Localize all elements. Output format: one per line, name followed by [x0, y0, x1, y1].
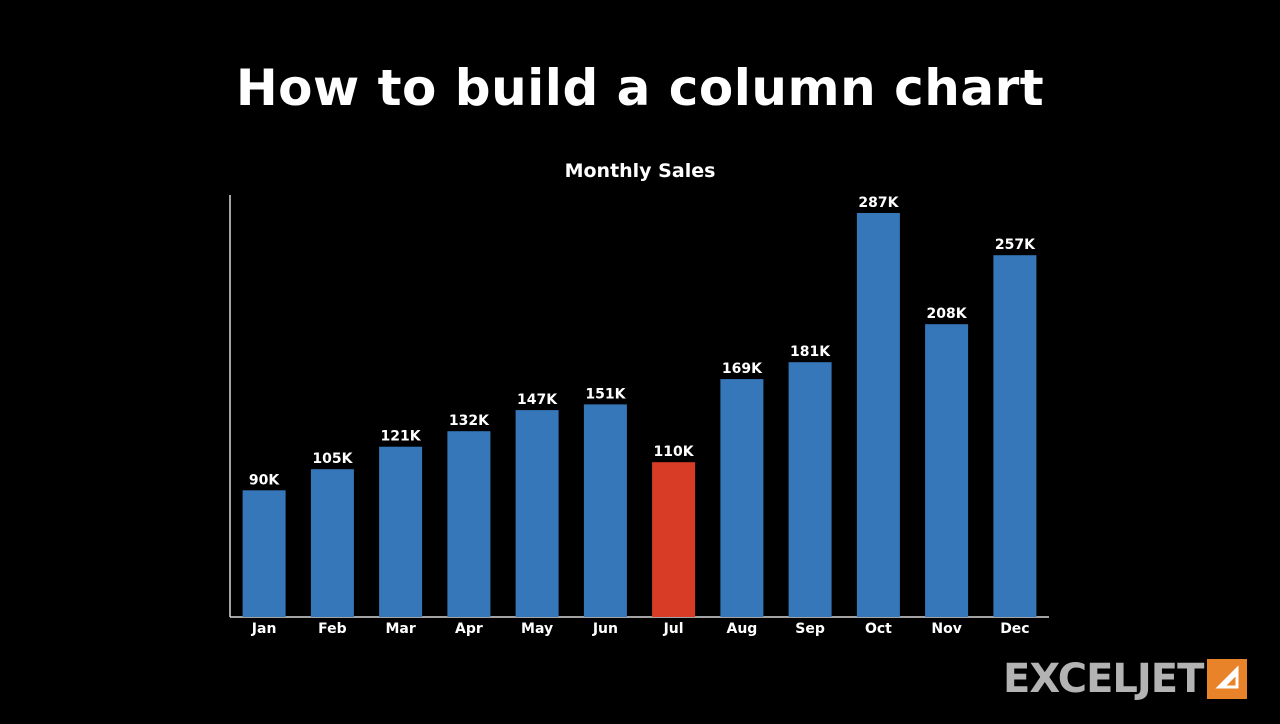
data-label-nov: 208K [927, 306, 968, 322]
data-label-jun: 151K [585, 386, 626, 402]
x-tick-label-aug: Aug [726, 621, 757, 637]
x-tick-label-apr: Apr [455, 621, 483, 637]
chart-title: Monthly Sales [565, 160, 716, 182]
bar-mar [379, 446, 423, 617]
bar-aug [720, 379, 764, 617]
x-tick-label-jun: Jun [592, 621, 618, 637]
data-labels-group: 90K 105K 121K 132K 147K 151K 110K 169K 181K 287K 2… [249, 195, 1036, 488]
data-label-mar: 121K [381, 429, 422, 445]
data-label-may: 147K [517, 392, 558, 408]
data-label-dec: 257K [995, 237, 1036, 253]
bar-dec [993, 255, 1037, 617]
x-tick-label-dec: Dec [1000, 621, 1029, 637]
x-tick-label-jul: Jul [663, 621, 684, 637]
x-tick-label-oct: Oct [865, 621, 892, 637]
data-label-sep: 181K [790, 344, 831, 360]
bars-group [242, 213, 1037, 617]
x-tick-label-feb: Feb [318, 621, 347, 637]
data-label-apr: 132K [449, 413, 490, 429]
x-tick-label-jan: Jan [251, 621, 277, 637]
bar-oct [856, 213, 900, 617]
bar-jan [242, 490, 286, 617]
data-label-feb: 105K [312, 451, 353, 467]
page-title: How to build a column chart [235, 59, 1045, 117]
bar-jun [583, 404, 627, 617]
exceljet-arrow-icon [1207, 659, 1248, 699]
x-tick-labels-group: Jan Feb Mar Apr May Jun Jul Aug Sep Oct Nov Dec [251, 621, 1030, 637]
bar-apr [447, 431, 491, 617]
bar-jul [652, 462, 696, 617]
data-label-aug: 169K [722, 361, 763, 377]
x-tick-label-sep: Sep [795, 621, 825, 637]
brand-logo: EXCELJET [1003, 656, 1248, 702]
x-tick-label-may: May [521, 621, 553, 637]
data-label-jul: 110K [654, 444, 695, 460]
data-label-jan: 90K [249, 472, 280, 488]
data-label-oct: 287K [858, 195, 899, 211]
x-tick-label-mar: Mar [385, 621, 415, 637]
bar-sep [788, 362, 832, 617]
bar-feb [310, 469, 354, 617]
bar-nov [925, 324, 969, 617]
bar-may [515, 410, 559, 617]
brand-name: EXCELJET [1003, 656, 1204, 702]
x-tick-label-nov: Nov [931, 621, 961, 637]
